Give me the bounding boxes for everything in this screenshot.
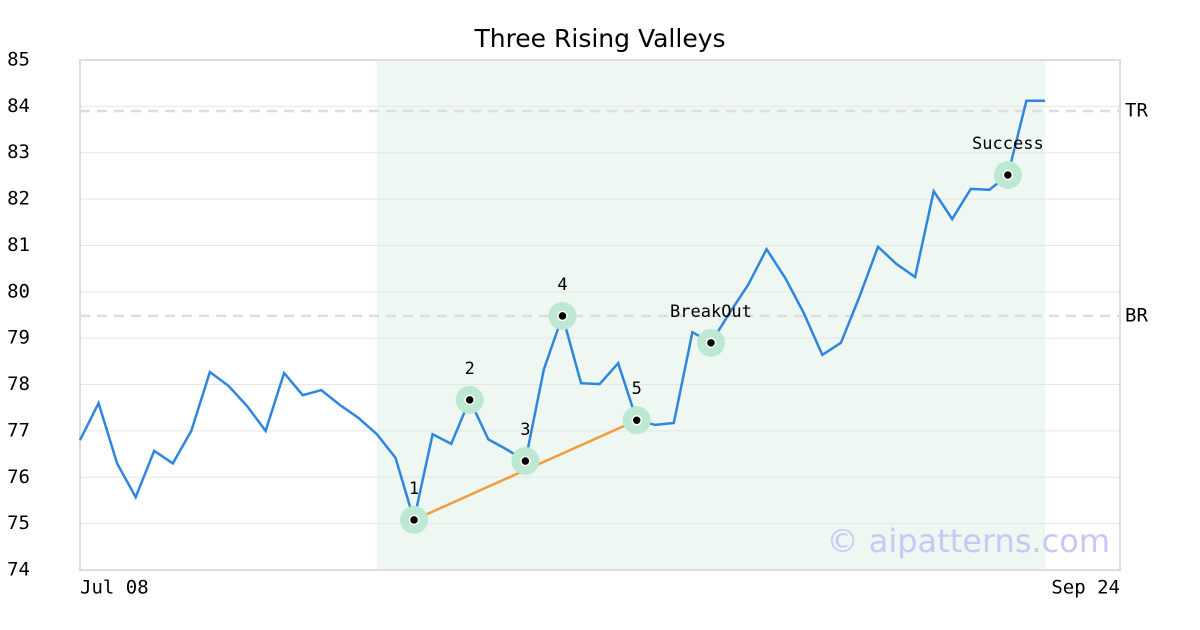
y-tick-label: 76 [7,466,30,488]
point-dot [1002,169,1014,181]
point-label: 1 [409,479,419,499]
y-tick-label: 80 [7,280,30,302]
point-dot [408,514,420,526]
chart-title: Three Rising Valleys [473,24,725,53]
point-label: 4 [557,275,567,295]
point-dot [705,337,717,349]
y-tick-label: 79 [7,327,30,349]
point-label: Success [972,134,1044,154]
level-label: BR [1125,304,1148,326]
x-tick-label: Jul 08 [80,577,149,599]
point-dot [631,414,642,426]
point-dot [464,394,475,406]
point-dot [520,455,531,467]
watermark: © aipatterns.com [827,522,1110,560]
y-tick-label: 83 [7,141,30,163]
y-tick-label: 81 [7,234,30,256]
x-tick-label: Sep 24 [1051,577,1120,599]
point-label: 3 [520,420,530,440]
y-tick-label: 82 [7,188,30,210]
point-dot [557,310,568,322]
y-tick-label: 77 [7,419,30,441]
level-label: TR [1125,100,1148,122]
y-tick-label: 74 [7,559,30,581]
point-label: 5 [632,379,642,399]
y-tick-label: 85 [7,49,30,71]
point-label: BreakOut [670,302,752,322]
point-label: 2 [465,359,475,379]
y-tick-label: 75 [7,512,30,534]
y-tick-label: 84 [7,95,30,117]
y-tick-label: 78 [7,373,30,395]
